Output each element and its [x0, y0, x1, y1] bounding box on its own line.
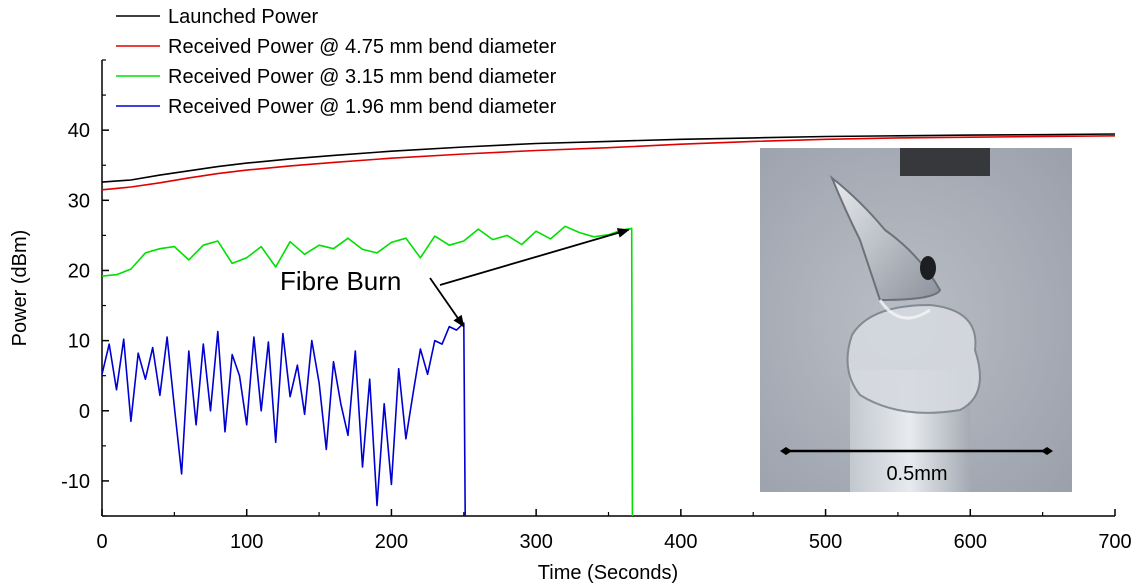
legend: Launched Power Received Power @ 4.75 mm b… [116, 6, 557, 118]
x-tick-label: 700 [1098, 531, 1131, 553]
x-tick-label: 200 [375, 531, 408, 553]
series-line-4 [101, 322, 466, 517]
legend-item-label: Received Power @ 3.15 mm bend diameter [168, 66, 557, 88]
y-tick-label: -10 [61, 471, 90, 493]
x-tick-label: 600 [954, 531, 987, 553]
legend-item-label: Received Power @ 4.75 mm bend diameter [168, 36, 557, 58]
legend-item-label: Received Power @ 1.96 mm bend diameter [168, 96, 557, 118]
x-tick-label: 0 [96, 531, 107, 553]
annotation-arrow [429, 277, 465, 328]
x-tick-label: 400 [664, 531, 697, 553]
series-layer [101, 133, 1116, 517]
x-tick-label: 500 [809, 531, 842, 553]
y-tick-label: 20 [68, 260, 90, 282]
x-ticks: 0 100 200 300 400 500 600 700 [96, 509, 1132, 553]
y-axis-title: Power (dBm) [9, 230, 31, 347]
x-tick-label: 300 [519, 531, 552, 553]
fibre-burn-annotation: Fibre Burn [280, 228, 630, 328]
y-tick-label: 0 [79, 401, 90, 423]
scale-bar-label: 0.5mm [886, 463, 947, 485]
legend-item-label: Launched Power [168, 6, 318, 28]
y-tick-label: 10 [68, 331, 90, 353]
annotation-arrow [439, 228, 630, 286]
series-line-3 [101, 225, 634, 517]
series-line-1 [101, 133, 1116, 183]
y-ticks: -10 0 10 20 30 40 [61, 59, 109, 517]
x-axis-title: Time (Seconds) [538, 562, 678, 583]
x-tick-label: 100 [230, 531, 263, 553]
inset-photo: 0.5mm [760, 148, 1072, 492]
y-tick-label: 40 [68, 120, 90, 142]
y-tick-label: 30 [68, 190, 90, 212]
series-line-2 [101, 135, 1116, 191]
fibre-burn-label: Fibre Burn [280, 266, 401, 296]
